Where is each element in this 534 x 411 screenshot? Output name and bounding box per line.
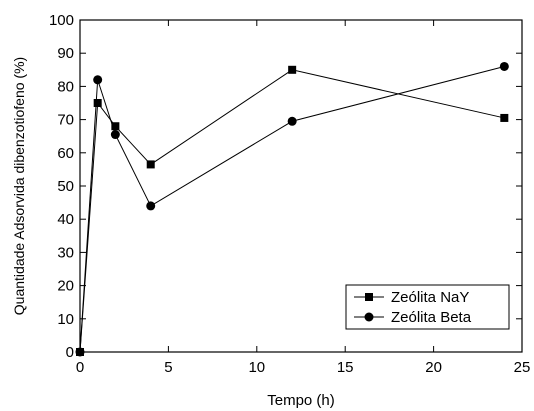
y-tick-label: 90 [57, 45, 74, 62]
legend-marker-circle [364, 312, 374, 322]
x-tick-label: 25 [514, 359, 531, 376]
data-point-circle [287, 116, 297, 126]
series-lines [79, 65, 505, 353]
y-axis-label: Quantidade Adsorvida dibenzotiofeno (%) [11, 57, 27, 315]
y-axis: 0 10 20 30 40 50 60 70 80 90 100 [49, 12, 522, 361]
x-tick-label: 20 [425, 359, 442, 376]
legend-marker-square [365, 293, 373, 301]
y-tick-label: 30 [57, 244, 74, 261]
y-tick-label: 70 [57, 112, 74, 129]
data-point-square [288, 65, 297, 74]
data-point-circle [93, 75, 103, 85]
x-axis: 0 5 10 15 20 25 [76, 20, 531, 376]
series-markers [75, 61, 509, 357]
data-point-square [146, 160, 155, 169]
legend-label-beta: Zeólita Beta [391, 309, 472, 326]
data-point-square [500, 113, 509, 122]
legend-box [345, 284, 510, 330]
x-tick-label: 15 [337, 359, 354, 376]
y-tick-label: 60 [57, 145, 74, 162]
y-tick-label: 80 [57, 78, 74, 95]
legend: Zeólita NaY Zeólita Beta [345, 284, 510, 330]
x-axis-label: Tempo (h) [267, 392, 335, 409]
y-tick-label: 0 [66, 344, 74, 361]
data-point-square [93, 99, 102, 107]
y-tick-label: 10 [57, 311, 74, 328]
y-tick-label: 50 [57, 178, 74, 195]
data-point-circle [110, 130, 120, 140]
series-line-0 [79, 69, 505, 353]
x-tick-label: 10 [248, 359, 265, 376]
x-tick-label: 5 [164, 359, 172, 376]
y-tick-label: 100 [49, 12, 74, 29]
x-tick-label: 0 [76, 359, 84, 376]
legend-label-nay: Zeólita NaY [391, 289, 469, 306]
series-line-1 [79, 65, 505, 353]
y-tick-label: 40 [57, 211, 74, 228]
y-tick-label: 20 [57, 278, 74, 295]
data-point-circle [146, 201, 156, 211]
data-point-square [111, 122, 120, 131]
data-point-circle [75, 347, 85, 357]
data-point-circle [499, 61, 509, 71]
